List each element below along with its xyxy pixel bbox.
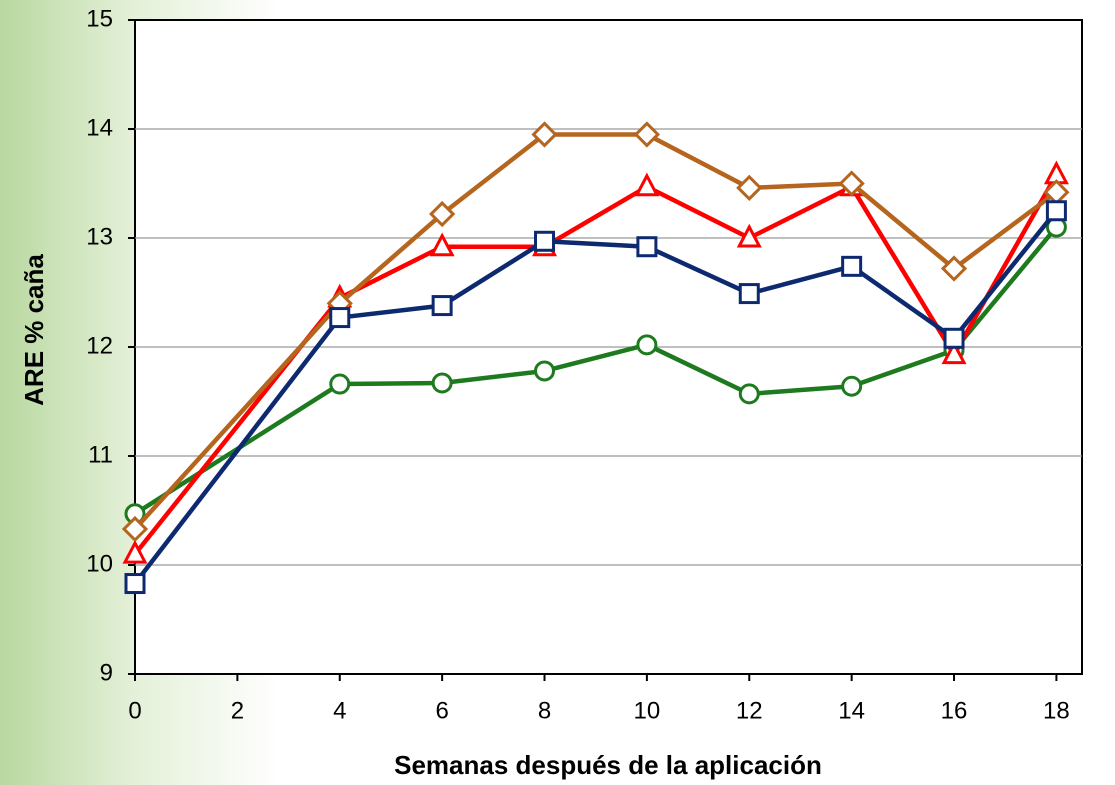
marker xyxy=(634,172,660,197)
x-tick-label: 10 xyxy=(634,697,661,724)
marker xyxy=(736,223,762,248)
marker xyxy=(1045,200,1067,222)
x-tick-label: 0 xyxy=(128,697,141,724)
y-axis-title: ARE % caña xyxy=(19,254,49,406)
marker xyxy=(429,232,455,257)
marker xyxy=(531,121,558,148)
marker xyxy=(943,327,965,349)
x-tick-label: 18 xyxy=(1043,697,1070,724)
y-tick-label: 14 xyxy=(86,114,113,141)
marker xyxy=(636,334,658,356)
marker xyxy=(429,200,456,228)
x-tick-label: 8 xyxy=(538,697,551,724)
marker xyxy=(841,375,863,397)
x-tick-label: 6 xyxy=(435,697,448,724)
marker xyxy=(329,373,351,395)
marker xyxy=(941,340,967,365)
marker xyxy=(841,255,863,277)
marker xyxy=(124,573,146,595)
marker xyxy=(121,515,149,543)
marker xyxy=(329,307,351,329)
marker xyxy=(633,121,661,148)
x-tick-label: 14 xyxy=(838,697,865,724)
marker xyxy=(940,255,968,282)
marker xyxy=(534,230,556,252)
marker xyxy=(738,283,760,305)
marker xyxy=(636,236,658,258)
x-tick-label: 16 xyxy=(941,697,968,724)
marker xyxy=(736,174,763,201)
x-tick-label: 2 xyxy=(231,697,244,724)
marker xyxy=(431,372,453,394)
y-tick-label: 15 xyxy=(86,5,113,32)
marker xyxy=(534,360,556,382)
y-tick-label: 13 xyxy=(86,223,113,250)
y-tick-label: 10 xyxy=(86,550,113,577)
x-tick-label: 12 xyxy=(736,697,763,724)
y-tick-label: 11 xyxy=(88,441,113,468)
x-axis-title: Semanas después de la aplicación xyxy=(394,750,822,780)
y-tick-label: 9 xyxy=(100,659,113,686)
x-tick-label: 4 xyxy=(333,697,346,724)
marker xyxy=(431,295,453,317)
marker xyxy=(122,539,148,564)
y-tick-label: 12 xyxy=(86,332,113,359)
marker xyxy=(738,383,760,405)
marker xyxy=(838,170,865,197)
